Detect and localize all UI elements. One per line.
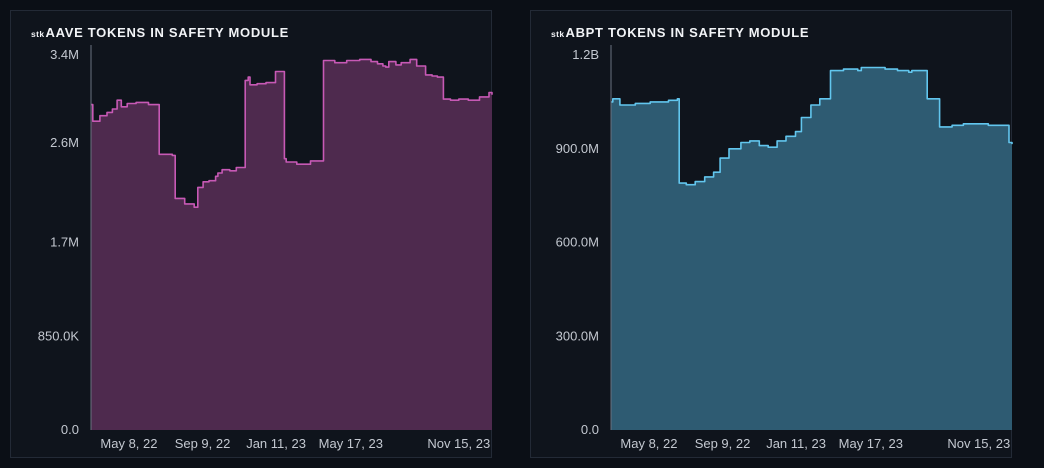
- x-tick-label: Sep 9, 22: [695, 436, 751, 451]
- y-tick-label: 1.7M: [50, 235, 79, 250]
- x-tick-label: May 8, 22: [100, 436, 157, 451]
- chart-title-prefix: stk: [31, 29, 45, 39]
- y-tick-label: 300.0M: [556, 328, 599, 343]
- chart-title-prefix: stk: [551, 29, 565, 39]
- y-tick-label: 0.0: [61, 422, 79, 437]
- x-tick-label: Nov 15, 23: [947, 436, 1010, 451]
- x-tick-label: May 8, 22: [620, 436, 677, 451]
- x-tick-label: Nov 15, 23: [427, 436, 490, 451]
- stkabpt-chart-panel: stkABPT TOKENS IN SAFETY MODULE 0.0 300.0…: [530, 10, 1013, 458]
- y-tick-label: 2.6M: [50, 135, 79, 150]
- chart-title-main: AAVE TOKENS IN SAFETY MODULE: [45, 25, 290, 40]
- series-line: [611, 66, 1013, 186]
- x-tick-label: Sep 9, 22: [175, 436, 231, 451]
- stkaave-area-chart: 0.0 850.0K 1.7M 2.6M 3.4M May 8, 22 Sep 9, 22 J…: [38, 45, 493, 451]
- area-fill: [611, 67, 1012, 430]
- chart-title-main: ABPT TOKENS IN SAFETY MODULE: [565, 25, 810, 40]
- chart-title: stkAAVE TOKENS IN SAFETY MODULE: [31, 25, 289, 40]
- y-tick-label: 600.0M: [556, 235, 599, 250]
- chart-title: stkABPT TOKENS IN SAFETY MODULE: [551, 25, 809, 40]
- y-tick-label: 900.0M: [556, 141, 599, 156]
- x-tick-label: Jan 11, 23: [246, 436, 306, 451]
- x-tick-label: May 17, 23: [839, 436, 903, 451]
- y-tick-label: 850.0K: [38, 328, 80, 343]
- stkaave-chart-panel: stkAAVE TOKENS IN SAFETY MODULE 0.0 850.0…: [10, 10, 493, 458]
- area-fill: [91, 59, 492, 431]
- y-tick-label: 1.2B: [572, 47, 599, 62]
- series-line: [91, 58, 493, 208]
- stkabpt-area-chart: 0.0 300.0M 600.0M 900.0M 1.2B May 8, 22 Sep 9,…: [556, 45, 1013, 451]
- x-tick-label: May 17, 23: [319, 436, 383, 451]
- x-tick-label: Jan 11, 23: [766, 436, 826, 451]
- y-tick-label: 3.4M: [50, 47, 79, 62]
- y-tick-label: 0.0: [581, 422, 599, 437]
